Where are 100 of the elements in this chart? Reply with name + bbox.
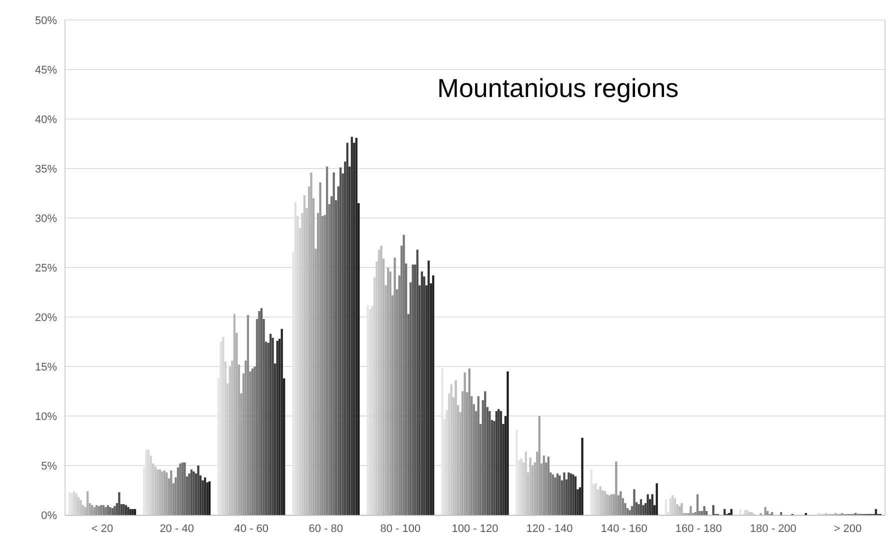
x-tick-label: 180 - 200 bbox=[750, 523, 796, 535]
x-tick-label: 60 - 80 bbox=[308, 523, 344, 535]
y-tick-label: 0% bbox=[41, 510, 58, 522]
y-tick-label: 25% bbox=[34, 262, 58, 274]
bar bbox=[780, 512, 782, 515]
bar bbox=[680, 503, 683, 515]
bar bbox=[712, 505, 714, 515]
bar bbox=[506, 371, 509, 515]
x-tick-label: 100 - 120 bbox=[452, 523, 498, 535]
y-tick-label: 5% bbox=[41, 460, 58, 472]
bar bbox=[581, 438, 584, 515]
x-tick-label: 140 - 160 bbox=[600, 523, 648, 535]
bar bbox=[556, 473, 559, 515]
bar bbox=[554, 477, 556, 515]
bar bbox=[326, 166, 328, 515]
bar bbox=[690, 506, 692, 515]
bar bbox=[111, 508, 114, 515]
bar bbox=[246, 315, 250, 515]
bar bbox=[498, 409, 500, 515]
bar bbox=[208, 481, 211, 515]
bar bbox=[628, 510, 631, 515]
bar bbox=[402, 234, 405, 515]
bar bbox=[276, 340, 278, 515]
bar bbox=[574, 476, 577, 515]
y-tick-label: 40% bbox=[34, 114, 58, 126]
bar bbox=[764, 507, 766, 515]
bar bbox=[269, 334, 272, 515]
bar bbox=[350, 136, 353, 515]
y-tick-label: 20% bbox=[34, 312, 58, 324]
bar bbox=[640, 499, 642, 515]
y-tick-label: 45% bbox=[34, 64, 58, 76]
x-tick-label: 20 - 40 bbox=[160, 523, 194, 535]
bar bbox=[179, 464, 182, 515]
bar bbox=[184, 462, 186, 515]
bar bbox=[340, 168, 342, 515]
bar bbox=[730, 509, 732, 515]
bar bbox=[488, 411, 491, 515]
y-tick-label: 30% bbox=[34, 212, 58, 225]
bar bbox=[170, 470, 172, 515]
bar bbox=[122, 504, 125, 515]
bar bbox=[428, 260, 430, 515]
bar bbox=[132, 509, 134, 515]
x-tick-label: > 200 bbox=[834, 523, 862, 535]
bar bbox=[192, 471, 195, 515]
bar bbox=[620, 491, 622, 515]
bar bbox=[563, 472, 566, 515]
bar bbox=[114, 506, 116, 515]
bar bbox=[874, 509, 878, 515]
bar bbox=[332, 172, 335, 515]
bar bbox=[394, 258, 396, 515]
y-tick-label: 50% bbox=[34, 14, 58, 27]
bar bbox=[188, 473, 190, 515]
bar bbox=[272, 338, 274, 515]
bar bbox=[766, 511, 769, 515]
text: Mountanious regions bbox=[437, 73, 679, 103]
bar bbox=[656, 483, 658, 515]
bar bbox=[412, 264, 414, 515]
bar bbox=[127, 507, 130, 515]
bar bbox=[204, 477, 206, 515]
bar bbox=[651, 494, 654, 515]
bar bbox=[420, 271, 423, 515]
bar bbox=[570, 473, 572, 515]
bar bbox=[547, 456, 550, 515]
bar bbox=[646, 494, 649, 515]
bar bbox=[176, 467, 180, 515]
bar bbox=[197, 466, 200, 515]
bar bbox=[260, 308, 263, 515]
bar bbox=[703, 506, 706, 515]
bar bbox=[568, 472, 570, 515]
bar bbox=[355, 138, 358, 515]
bar bbox=[258, 311, 260, 515]
bar bbox=[251, 368, 254, 515]
bar bbox=[477, 396, 480, 515]
bar bbox=[129, 509, 132, 515]
y-tick-label: 15% bbox=[34, 361, 58, 374]
bar bbox=[696, 494, 699, 515]
bar bbox=[538, 416, 540, 515]
bar bbox=[724, 509, 726, 515]
bar bbox=[558, 475, 561, 515]
bar bbox=[572, 474, 574, 515]
bar bbox=[86, 491, 89, 515]
y-tick-label: 35% bbox=[34, 163, 58, 176]
bar bbox=[134, 509, 136, 515]
bar bbox=[280, 328, 283, 515]
x-tick-label: 160 - 180 bbox=[675, 523, 722, 535]
bar bbox=[633, 489, 636, 515]
bar bbox=[615, 462, 618, 515]
bar bbox=[124, 505, 128, 515]
bar bbox=[484, 391, 486, 515]
x-tick-label: 120 - 140 bbox=[526, 523, 573, 535]
bar bbox=[432, 275, 434, 515]
bar bbox=[190, 469, 193, 515]
x-tick-label: 80 - 100 bbox=[380, 523, 421, 535]
bar bbox=[552, 474, 554, 515]
bar bbox=[346, 142, 348, 515]
x-tick-label: 40 - 60 bbox=[234, 523, 268, 535]
bar bbox=[181, 462, 184, 515]
bar bbox=[416, 250, 418, 515]
bar bbox=[495, 411, 498, 515]
bar bbox=[118, 492, 120, 515]
